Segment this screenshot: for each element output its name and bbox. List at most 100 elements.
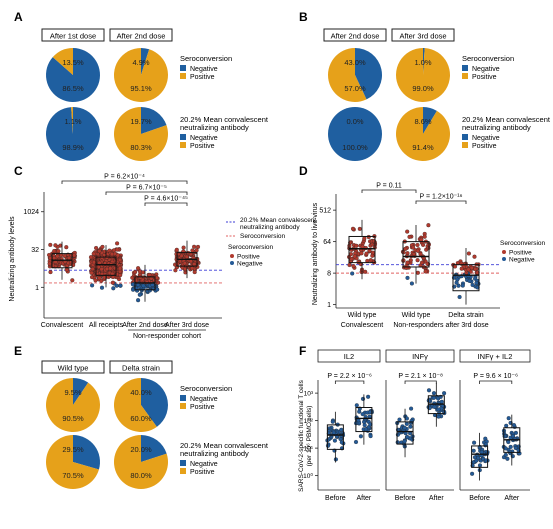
- pie-slice-negative: [141, 107, 167, 134]
- data-point: [405, 275, 410, 280]
- data-point: [431, 395, 436, 400]
- data-point: [506, 439, 511, 445]
- data-point: [477, 463, 483, 468]
- data-point: [513, 430, 518, 435]
- pie-b-6: 0.0% 100.0%: [328, 107, 382, 161]
- facet-0: IL2 Before After P = 2.2 × 10⁻⁶: [317, 349, 381, 502]
- svg-text:Positive: Positive: [190, 74, 215, 81]
- data-point: [339, 427, 344, 432]
- y-tick-label: 8: [327, 271, 331, 278]
- legend-text: Negative: [509, 257, 535, 264]
- facet-strip: [317, 349, 381, 363]
- data-point: [111, 286, 116, 291]
- pie-a-3: 19.7% 80.3%: [114, 107, 168, 161]
- data-point: [442, 391, 447, 396]
- legend-text: Seroconversion: [240, 233, 286, 240]
- y-tick-label: 64: [323, 239, 331, 246]
- pvalue-bracket: [404, 380, 437, 384]
- group-label: Non-responder cohort: [133, 333, 201, 340]
- data-point: [93, 278, 98, 283]
- data-point: [350, 226, 356, 231]
- pie-a-1: 4.9% 95.1%: [113, 48, 168, 102]
- data-point: [354, 403, 359, 408]
- data-point: [131, 287, 136, 292]
- data-point: [358, 434, 363, 439]
- data-point: [110, 280, 115, 285]
- svg-text:After 2nd dose: After 2nd dose: [117, 32, 166, 41]
- data-point: [72, 253, 77, 258]
- legend-dot-positive: [502, 250, 506, 254]
- data-point: [402, 425, 407, 430]
- pvalue-bracket-1: [61, 180, 188, 184]
- data-point: [426, 388, 432, 393]
- y-tick-label: 512: [319, 208, 331, 215]
- data-point: [64, 245, 69, 250]
- pie-slice-positive: [114, 107, 168, 161]
- pie-slice-positive: [46, 435, 99, 489]
- data-point: [99, 285, 105, 290]
- data-point: [91, 251, 96, 256]
- data-point: [363, 427, 368, 432]
- svg-text:20.2% Mean convalescent: 20.2% Mean convalescent: [180, 115, 269, 124]
- svg-text:Negative: Negative: [190, 66, 218, 73]
- data-point: [118, 257, 123, 263]
- pie-a-0: 13.5% 86.5%: [46, 48, 100, 102]
- data-point: [174, 247, 179, 252]
- data-point: [195, 244, 201, 249]
- data-point: [405, 260, 410, 265]
- y-axis-title-2: (per 10⁶ PBMC cells): [306, 406, 313, 467]
- data-point: [404, 421, 409, 426]
- y-tick-label: 10³: [304, 391, 314, 398]
- pie-label-major: 57.0%: [344, 84, 366, 93]
- data-point: [473, 267, 478, 272]
- data-point: [52, 248, 57, 254]
- svg-text:After 2nd dose: After 2nd dose: [331, 32, 380, 41]
- svg-text:20.2% Mean convalescent: 20.2% Mean convalescent: [180, 441, 269, 450]
- data-point: [47, 252, 52, 258]
- x-tick-label: Before: [469, 495, 490, 502]
- legend-title: Seroconversion: [500, 240, 546, 247]
- pvalue-bracket-3-label: P = 4.6×10⁻⁴⁵: [144, 196, 188, 203]
- svg-text:Positive: Positive: [190, 143, 215, 150]
- pvalue-bracket-1-label: P = 6.2×10⁻⁴: [104, 174, 145, 181]
- data-point: [419, 260, 425, 265]
- data-point: [354, 243, 359, 248]
- data-point: [351, 264, 356, 269]
- pvalue-bracket: [334, 380, 365, 384]
- facet-2: INFγ + IL2 Before After P = 9.6 × 10⁻⁶: [459, 349, 531, 502]
- pie-slice-positive: [328, 48, 367, 102]
- data-point: [332, 438, 337, 443]
- pie-label-major: 100.0%: [342, 143, 368, 152]
- y-axis-title: Neutralizing antibody levels: [9, 216, 16, 302]
- legend-e-sero: Seroconversion Negative Positive: [180, 384, 232, 411]
- x-tick-label: After: [504, 495, 519, 502]
- header-b-2: After 3rd dose: [391, 28, 455, 42]
- svg-text:Positive: Positive: [472, 143, 497, 150]
- data-point: [415, 242, 420, 248]
- data-point: [333, 457, 338, 462]
- data-point: [109, 252, 115, 257]
- data-point: [503, 446, 508, 451]
- data-point: [190, 266, 195, 271]
- pie-e-11: 20.0% 80.0%: [113, 435, 168, 489]
- pvalue-bracket-1: [361, 189, 417, 193]
- data-point: [53, 243, 58, 248]
- data-point: [510, 434, 516, 439]
- data-point: [471, 448, 476, 453]
- data-point: [472, 254, 477, 259]
- data-point: [470, 471, 475, 476]
- data-point: [115, 247, 120, 252]
- data-point: [457, 294, 462, 300]
- facet-title: INFγ: [412, 352, 428, 361]
- pvalue-bracket-2-label: P = 6.7×10⁻⁵: [126, 185, 167, 192]
- x-tick-label: Before: [325, 495, 346, 502]
- panel-f-t-cells: SARS-CoV-2-specific functional T cells (p…: [298, 349, 531, 502]
- data-point: [91, 260, 97, 265]
- data-point: [415, 258, 420, 263]
- data-point: [456, 283, 461, 288]
- header-a-2: After 2nd dose: [109, 28, 173, 42]
- pie-label-minor: 8.6%: [414, 117, 431, 126]
- data-point: [423, 269, 428, 274]
